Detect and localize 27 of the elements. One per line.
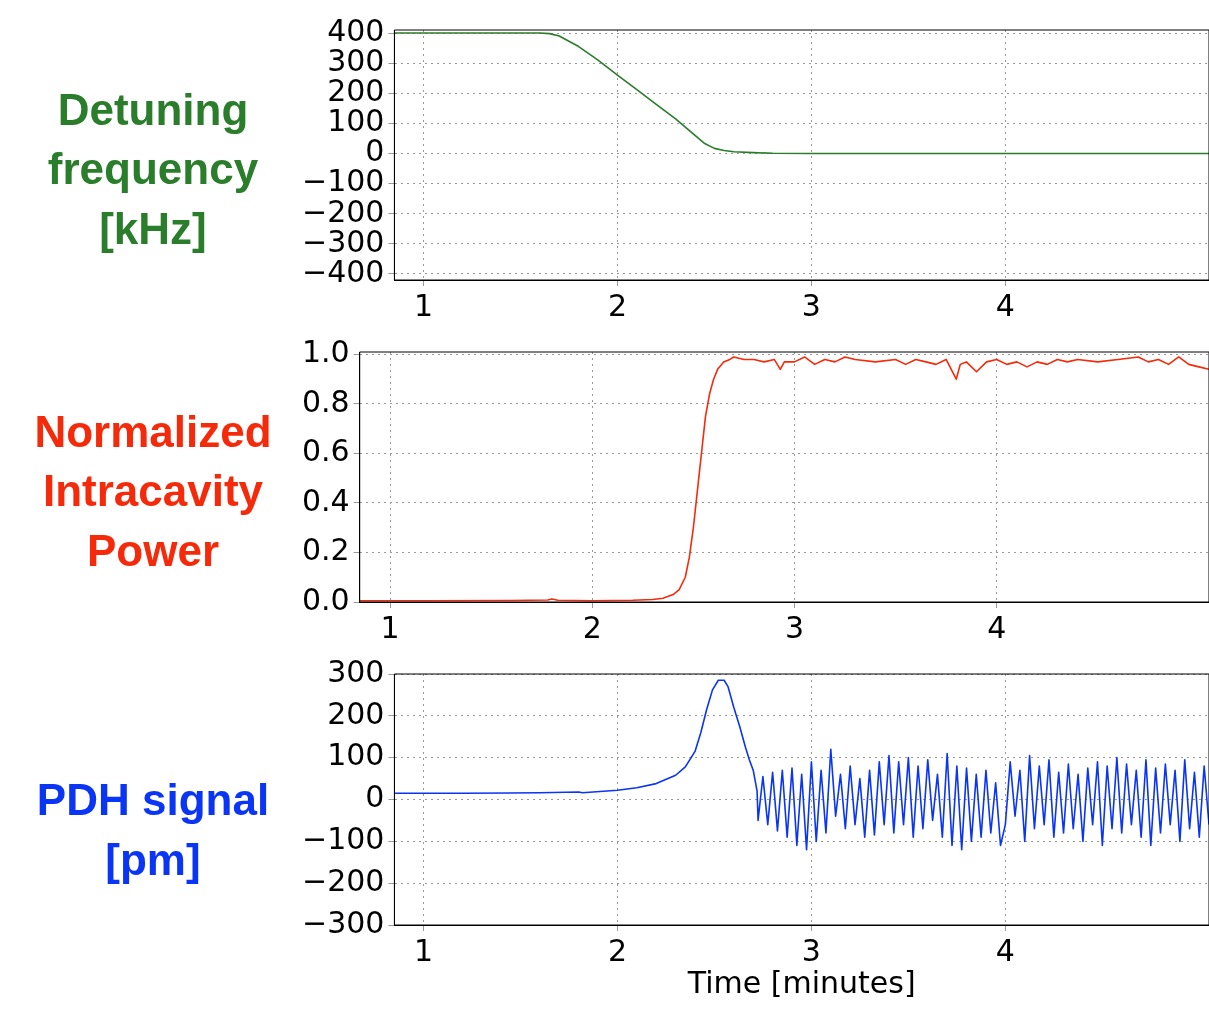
y-tick-label: 0.6: [301, 433, 350, 469]
y-tick-label: 0.4: [301, 482, 350, 518]
y-tick-label: 0.0: [301, 581, 350, 617]
y-axis-title: PDH signal [pm]: [36, 775, 270, 884]
y-tick-label: 0: [365, 779, 385, 815]
x-tick-label: 2: [607, 932, 627, 968]
x-tick-label: 2: [582, 609, 602, 645]
x-tick-label: 4: [995, 287, 1015, 323]
x-tick-label: 3: [801, 287, 821, 323]
y-tick-label: 100: [327, 737, 385, 773]
y-axis-title: Normalized Intracavity Power: [34, 406, 272, 575]
y-tick-label: −300: [301, 904, 385, 940]
x-tick-label: 4: [987, 609, 1007, 645]
y-tick-label: 0.2: [301, 532, 350, 568]
y-tick-label: 0.8: [301, 383, 350, 419]
x-tick-label: 4: [995, 932, 1015, 968]
y-tick-label: 1.0: [301, 334, 350, 370]
y-tick-label: 300: [327, 653, 385, 689]
x-tick-label: 3: [784, 609, 805, 645]
x-tick-label: 1: [380, 609, 400, 645]
y-tick-label: −100: [301, 821, 385, 857]
y-tick-label: 200: [327, 695, 385, 731]
x-tick-label: 2: [607, 287, 627, 323]
y-axis-title: Detuning frequency [kHz]: [47, 84, 259, 253]
x-tick-label: 1: [413, 932, 434, 968]
y-tick-label: −200: [301, 862, 385, 898]
x-tick-label: 1: [413, 287, 434, 323]
